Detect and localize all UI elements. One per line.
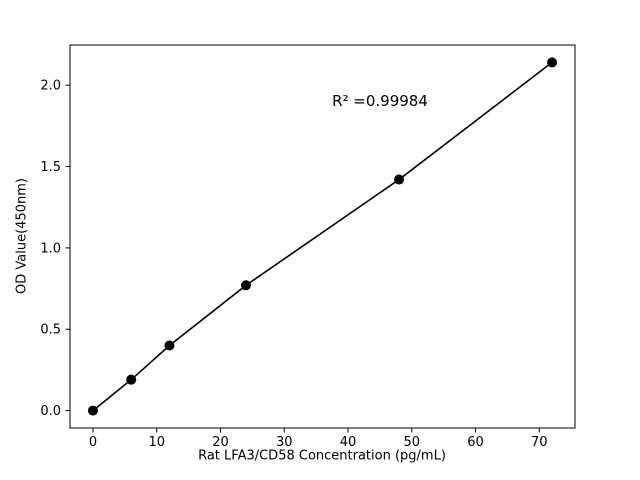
x-tick-label: 60 (467, 435, 484, 450)
data-point (394, 174, 405, 185)
x-tick-label: 40 (340, 435, 357, 450)
x-axis-label: Rat LFA3/CD58 Concentration (pg/mL) (198, 448, 446, 464)
y-tick-label: 1.5 (40, 160, 61, 175)
data-point (547, 57, 558, 68)
r-squared-annotation: R² =0.99984 (332, 92, 428, 110)
x-tick-label: 30 (276, 435, 293, 450)
data-point (240, 280, 251, 291)
y-tick-label: 2.0 (40, 79, 61, 94)
data-point (126, 374, 137, 385)
y-tick-label: 0.5 (40, 323, 61, 338)
data-point (164, 340, 175, 351)
x-tick-label: 20 (212, 435, 229, 450)
standard-curve-line (92, 61, 553, 412)
y-tick-label: 0.0 (40, 404, 61, 419)
plot-frame (69, 44, 576, 429)
x-tick-label: 50 (403, 435, 420, 450)
data-point (87, 405, 98, 416)
y-tick-label: 1.0 (40, 241, 61, 256)
y-axis-label: OD Value(450nm) (14, 178, 30, 294)
x-tick-label: 0 (89, 435, 97, 450)
x-tick-label: 70 (531, 435, 548, 450)
x-tick-label: 10 (148, 435, 165, 450)
